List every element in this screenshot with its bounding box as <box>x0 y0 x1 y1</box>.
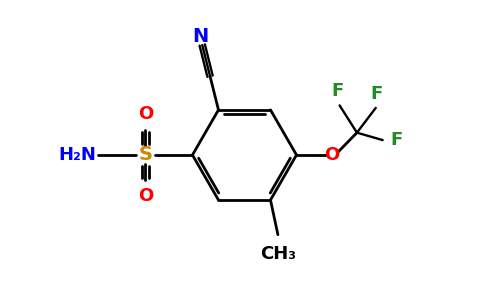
Text: O: O <box>138 105 153 123</box>
Text: O: O <box>325 146 340 164</box>
Text: O: O <box>138 187 153 205</box>
Text: S: S <box>138 146 152 164</box>
Text: F: F <box>390 131 402 149</box>
Text: F: F <box>371 85 383 103</box>
Text: N: N <box>192 27 208 46</box>
Text: H₂N: H₂N <box>58 146 96 164</box>
Text: F: F <box>331 82 343 100</box>
Text: CH₃: CH₃ <box>260 244 296 262</box>
